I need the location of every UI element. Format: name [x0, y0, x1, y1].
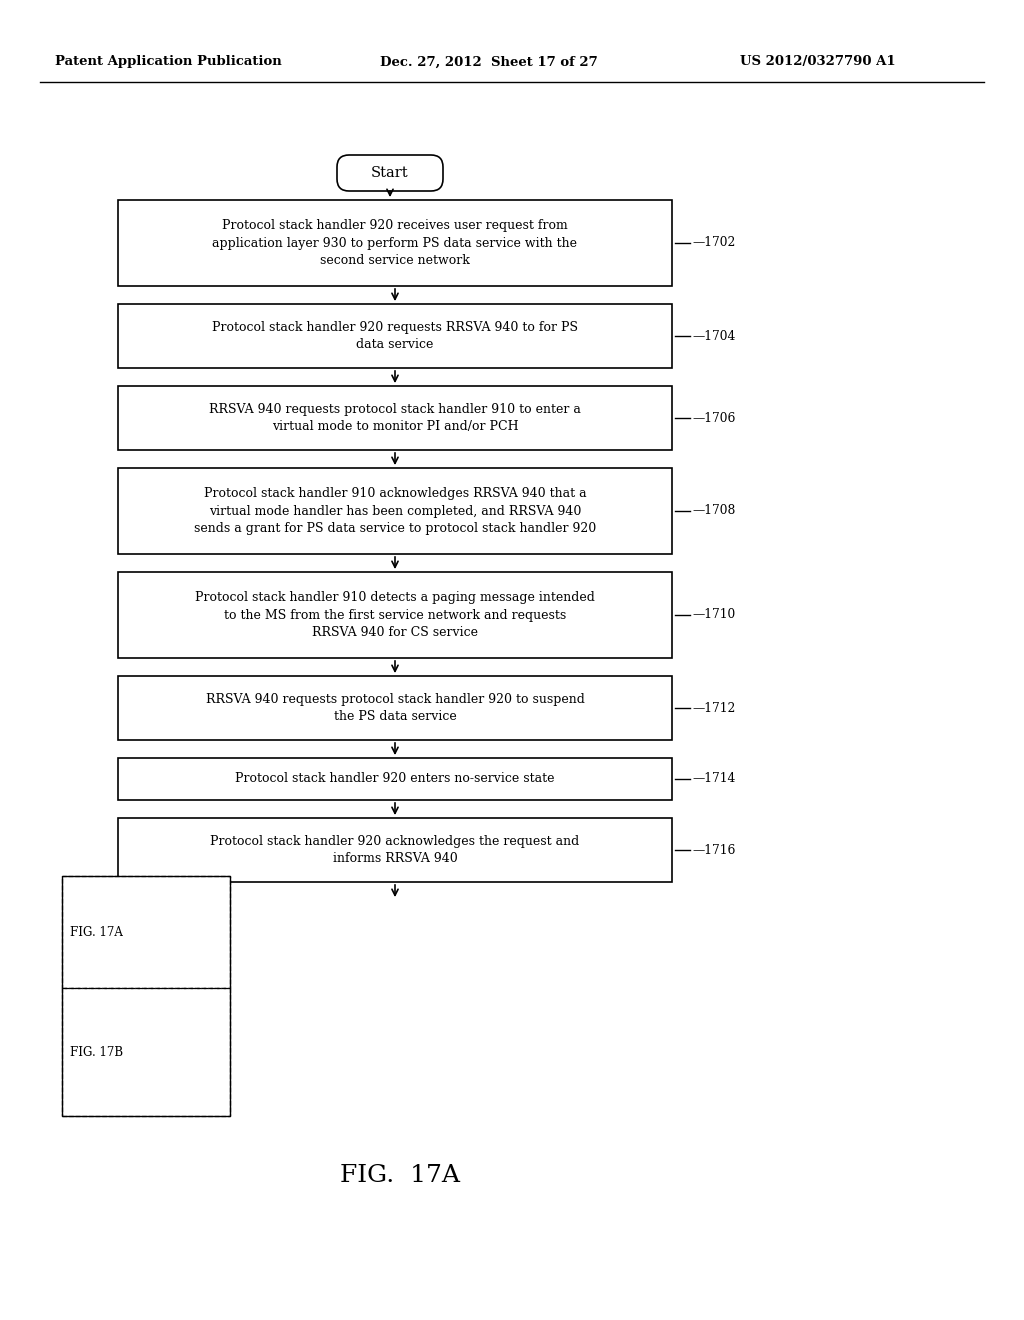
Text: —1714: —1714	[692, 772, 735, 785]
Text: FIG. 17A: FIG. 17A	[70, 925, 123, 939]
Text: —1710: —1710	[692, 609, 735, 622]
Text: Protocol stack handler 910 acknowledges RRSVA 940 that a
virtual mode handler ha: Protocol stack handler 910 acknowledges …	[194, 487, 596, 535]
Text: Protocol stack handler 920 enters no-service state: Protocol stack handler 920 enters no-ser…	[236, 772, 555, 785]
Text: RRSVA 940 requests protocol stack handler 910 to enter a
virtual mode to monitor: RRSVA 940 requests protocol stack handle…	[209, 403, 581, 433]
Text: US 2012/0327790 A1: US 2012/0327790 A1	[740, 55, 896, 69]
Bar	[62, 876, 230, 987]
Text: —1704: —1704	[692, 330, 735, 342]
Text: Start: Start	[371, 166, 409, 180]
Text: —1706: —1706	[692, 412, 735, 425]
Bar	[118, 676, 672, 741]
Text: Protocol stack handler 920 requests RRSVA 940 to for PS
data service: Protocol stack handler 920 requests RRSV…	[212, 321, 578, 351]
Text: —1716: —1716	[692, 843, 735, 857]
Text: Protocol stack handler 920 receives user request from
application layer 930 to p: Protocol stack handler 920 receives user…	[213, 219, 578, 267]
Text: FIG.  17A: FIG. 17A	[340, 1163, 460, 1187]
FancyBboxPatch shape	[337, 154, 443, 191]
Text: Protocol stack handler 910 detects a paging message intended
to the MS from the : Protocol stack handler 910 detects a pag…	[195, 591, 595, 639]
Text: Dec. 27, 2012  Sheet 17 of 27: Dec. 27, 2012 Sheet 17 of 27	[380, 55, 598, 69]
Bar	[62, 987, 230, 1115]
Bar	[118, 385, 672, 450]
Bar	[118, 758, 672, 800]
Bar	[118, 201, 672, 286]
Text: RRSVA 940 requests protocol stack handler 920 to suspend
the PS data service: RRSVA 940 requests protocol stack handle…	[206, 693, 585, 723]
Text: Protocol stack handler 920 acknowledges the request and
informs RRSVA 940: Protocol stack handler 920 acknowledges …	[210, 834, 580, 865]
Text: Patent Application Publication: Patent Application Publication	[55, 55, 282, 69]
Bar	[118, 572, 672, 657]
Text: FIG. 17B: FIG. 17B	[70, 1045, 123, 1059]
Bar	[118, 304, 672, 368]
Bar	[118, 469, 672, 554]
Bar	[62, 876, 230, 1115]
Text: —1708: —1708	[692, 504, 735, 517]
Text: —1702: —1702	[692, 236, 735, 249]
Text: —1712: —1712	[692, 701, 735, 714]
Bar	[118, 818, 672, 882]
